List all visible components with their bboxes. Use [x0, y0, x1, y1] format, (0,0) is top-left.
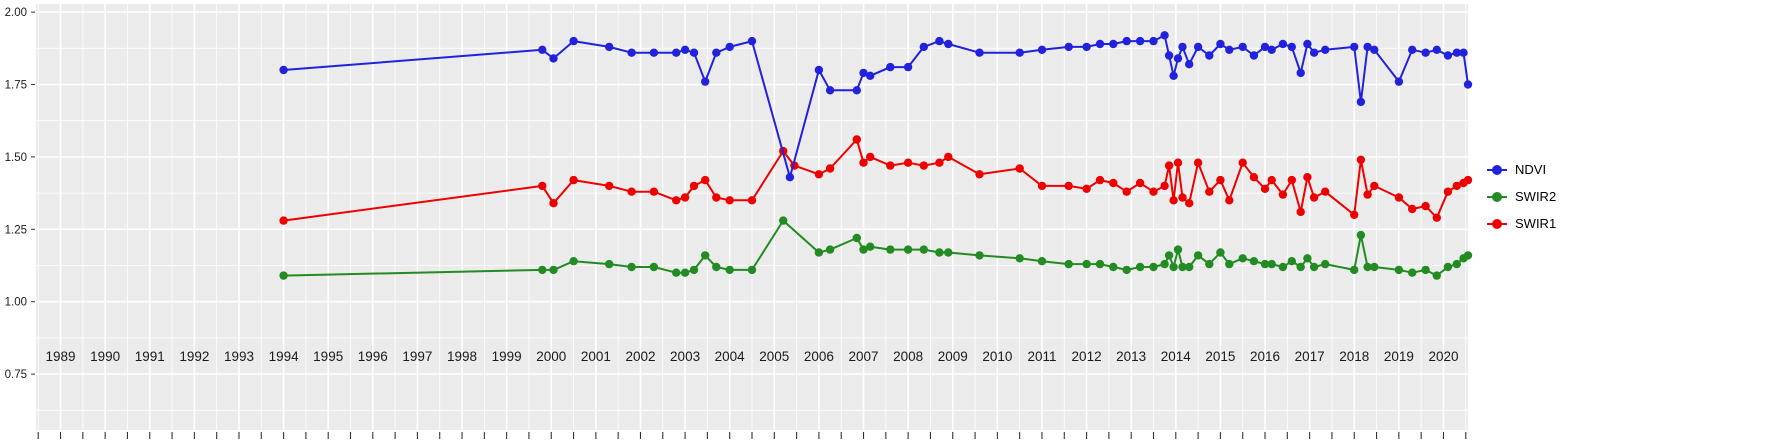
gridlines	[36, 4, 1468, 430]
legend-label-swir2: SWIR2	[1515, 189, 1557, 204]
svg-text:1997: 1997	[402, 349, 432, 364]
legend-item-ndvi[interactable]: NDVI	[1486, 156, 1556, 183]
legend: NDVI SWIR2 SWIR1	[1486, 156, 1556, 237]
svg-text:2016: 2016	[1250, 349, 1280, 364]
svg-text:1999: 1999	[492, 349, 522, 364]
svg-text:1991: 1991	[135, 349, 165, 364]
svg-text:2002: 2002	[625, 349, 655, 364]
svg-text:1994: 1994	[269, 349, 300, 364]
svg-text:2001: 2001	[581, 349, 611, 364]
svg-text:1.50: 1.50	[5, 152, 27, 164]
svg-text:2008: 2008	[893, 349, 923, 364]
svg-text:2012: 2012	[1072, 349, 1102, 364]
svg-text:2018: 2018	[1339, 349, 1369, 364]
svg-text:2.00: 2.00	[5, 7, 27, 19]
svg-text:1990: 1990	[90, 349, 120, 364]
svg-text:0.75: 0.75	[5, 369, 27, 381]
svg-text:1.75: 1.75	[5, 80, 27, 92]
legend-label-swir1: SWIR1	[1515, 216, 1557, 231]
svg-text:2020: 2020	[1428, 349, 1458, 364]
svg-text:2006: 2006	[804, 349, 834, 364]
svg-text:2015: 2015	[1205, 349, 1235, 364]
svg-text:1993: 1993	[224, 349, 254, 364]
swir1-series-key-icon	[1486, 217, 1508, 231]
svg-text:2011: 2011	[1027, 349, 1056, 364]
ndvi-series-key-icon	[1486, 163, 1508, 177]
svg-text:2019: 2019	[1384, 349, 1414, 364]
svg-text:2003: 2003	[670, 349, 700, 364]
svg-text:2004: 2004	[715, 349, 746, 364]
legend-item-swir1[interactable]: SWIR1	[1486, 210, 1556, 237]
svg-text:2017: 2017	[1295, 349, 1325, 364]
svg-text:2013: 2013	[1116, 349, 1146, 364]
legend-item-swir2[interactable]: SWIR2	[1486, 183, 1556, 210]
svg-text:1989: 1989	[46, 349, 76, 364]
svg-text:2005: 2005	[759, 349, 789, 364]
svg-text:2009: 2009	[938, 349, 968, 364]
svg-text:2010: 2010	[982, 349, 1012, 364]
series-SWIR1	[279, 135, 1473, 225]
svg-text:2007: 2007	[849, 349, 879, 364]
series-SWIR2	[279, 216, 1473, 280]
svg-text:1996: 1996	[358, 349, 388, 364]
y-axis: 0.75 1.00 1.25 1.50 1.75 2.00	[5, 7, 35, 381]
svg-text:1998: 1998	[447, 349, 477, 364]
svg-text:2014: 2014	[1161, 349, 1192, 364]
svg-text:1995: 1995	[313, 349, 343, 364]
x-axis: 1989 1990 1991 1992 1993 1994 1995 1996 1997 1998…	[37, 349, 1467, 439]
svg-text:2000: 2000	[536, 349, 566, 364]
swir2-series-key-icon	[1486, 190, 1508, 204]
svg-text:1.00: 1.00	[5, 297, 27, 309]
series-NDVI	[279, 31, 1473, 182]
svg-text:1.25: 1.25	[5, 224, 27, 236]
svg-text:1992: 1992	[179, 349, 209, 364]
legend-label-ndvi: NDVI	[1515, 162, 1547, 177]
